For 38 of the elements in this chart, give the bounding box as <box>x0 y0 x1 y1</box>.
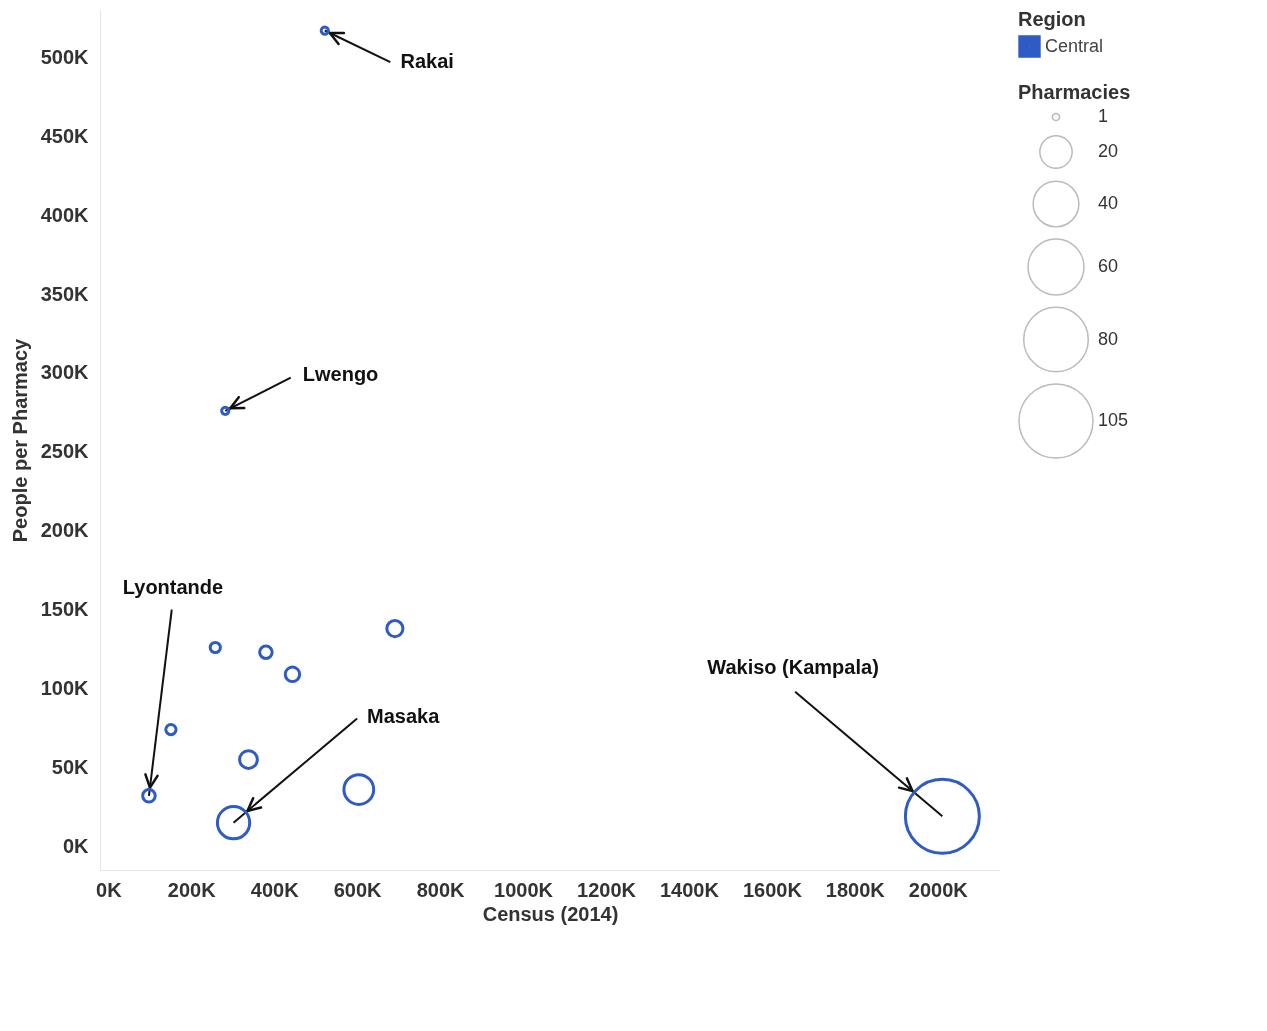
y-tick-label: 100K <box>40 677 90 700</box>
y-tick-label: 500K <box>40 45 90 68</box>
x-tick-label: 400K <box>250 878 300 901</box>
y-axis-title: People per Pharmacy <box>8 337 31 543</box>
x-tick-label: 0K <box>96 878 123 901</box>
y-tick-label: 350K <box>40 282 90 305</box>
x-tick-label: 800K <box>416 878 466 901</box>
y-tick-label: 50K <box>51 755 90 778</box>
x-tick-label: 1000K <box>494 878 554 901</box>
y-tick-label: 300K <box>40 361 90 384</box>
annotation: Masaka <box>367 704 441 727</box>
x-tick-label: 200K <box>167 878 217 901</box>
legend-label: 80 <box>1098 328 1119 349</box>
legend-label: 60 <box>1098 256 1119 276</box>
legend-label: Central <box>1045 35 1104 56</box>
y-tick-label: 200K <box>40 519 90 542</box>
annotation: Lyontande <box>122 575 224 598</box>
annotation: Wakiso (Kampala) <box>707 656 879 679</box>
x-tick-label: 1200K <box>577 878 637 901</box>
text: Pharmacies <box>1018 81 1131 103</box>
y-tick-label: 400K <box>40 203 90 226</box>
x-tick-label: 2000K <box>908 878 969 901</box>
legend-label: 40 <box>1098 193 1119 213</box>
legend-label: 1 <box>1098 106 1109 126</box>
legend-label: 20 <box>1098 141 1119 161</box>
y-tick-label: 250K <box>40 440 90 463</box>
x-tick-label: 1800K <box>825 878 886 901</box>
y-tick-label: 150K <box>40 598 90 621</box>
legend-label: 105 <box>1098 410 1129 430</box>
legend-title: Region <box>1018 8 1086 30</box>
x-tick-label: 1400K <box>659 878 720 901</box>
x-tick-label: 1600K <box>742 878 803 901</box>
annotation: Rakai <box>400 50 454 73</box>
x-axis-title: Census (2014) <box>482 902 619 925</box>
y-tick-label: 450K <box>40 124 90 147</box>
annotation: Lwengo <box>302 362 379 385</box>
y-tick-label: 0K <box>62 834 90 857</box>
x-tick-label: 600K <box>333 878 383 901</box>
